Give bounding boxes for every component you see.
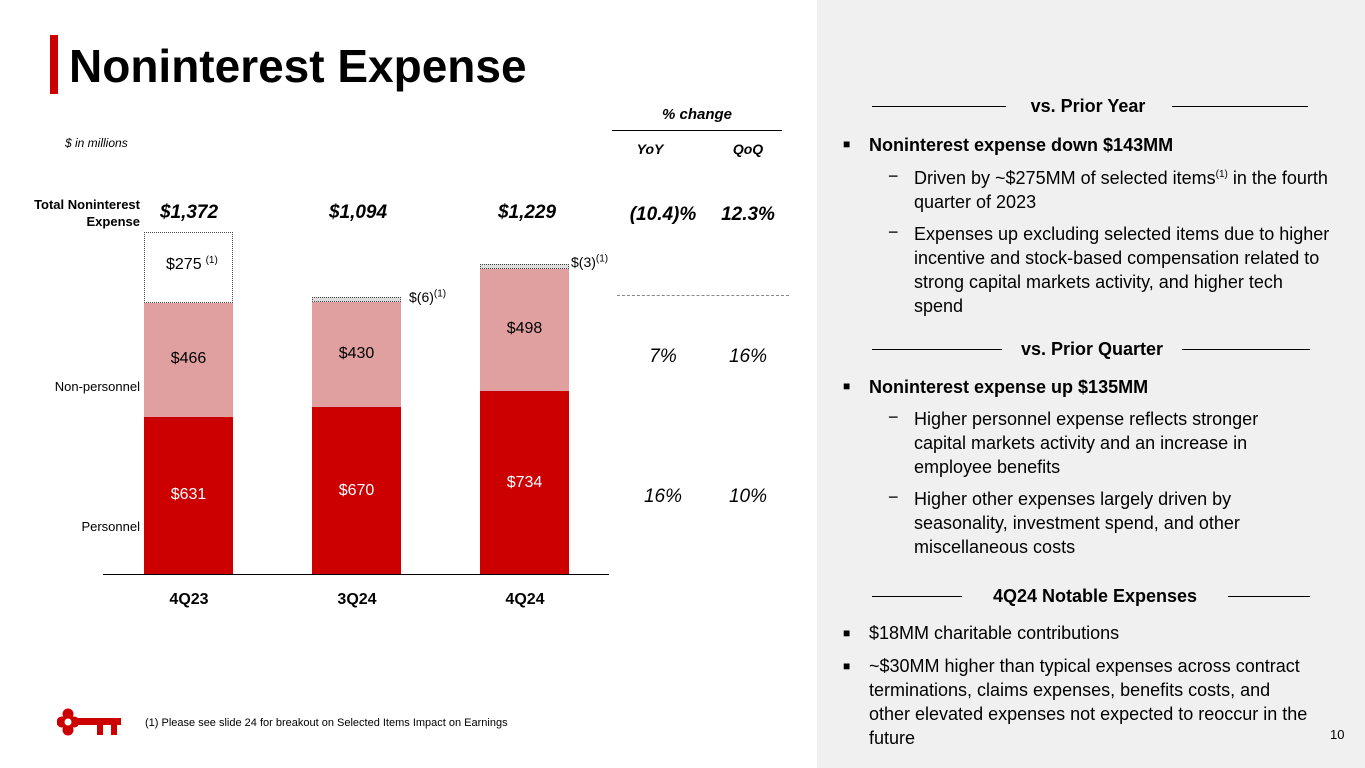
total-row-label: Total Noninterest Expense (34, 197, 140, 229)
non-personnel-yoy: 7% (649, 346, 677, 367)
bar-label-personnel-3q24: $670 (338, 481, 375, 499)
dash-icon: − (888, 487, 899, 507)
prior-year-sub2: Expenses up excluding selected items due… (914, 224, 1330, 316)
bar-label-non-personnel-4q24: $498 (506, 320, 543, 338)
qoq-header: QoQ (732, 141, 764, 157)
category-4q23: 4Q23 (169, 591, 209, 608)
yoy-header: YoY (636, 141, 664, 157)
notable-rule-left (872, 596, 962, 597)
total-qoq: 12.3% (721, 204, 775, 225)
prior-year-bullet: Noninterest expense down $143MM (869, 135, 1174, 155)
total-4q24: $1,229 (497, 202, 557, 223)
bar-label-selected-4q24: $(3)(1) (571, 253, 609, 270)
footnote-marker: (1) (205, 255, 218, 267)
prior-quarter-sub1: Higher personnel expense reflects strong… (914, 409, 1259, 477)
category-4q24: 4Q24 (505, 591, 545, 608)
prior-year-header: vs. Prior Year (1030, 96, 1146, 116)
page-number: 10 (1330, 727, 1345, 742)
key-logo (56, 707, 123, 737)
bar-label-personnel-4q23: $631 (170, 486, 207, 504)
bar-non-personnel-4q24 (480, 267, 569, 392)
right-panel (817, 0, 1365, 768)
bar-selected-4q23 (144, 232, 233, 303)
notable-bullet-2: ~$30MM higher than typical expenses acro… (869, 656, 1308, 748)
footnote: (1) Please see slide 24 for breakout on … (145, 717, 508, 729)
page-title: Noninterest Expense (69, 40, 527, 92)
prior-quarter-header: vs. Prior Quarter (1020, 339, 1164, 359)
pct-change-header: % change (661, 106, 733, 123)
bar-non-personnel-3q24 (312, 300, 401, 408)
prior-quarter-bullet: Noninterest expense up $135MM (869, 377, 1149, 397)
personnel-qoq: 10% (728, 486, 768, 507)
bar-label-selected-3q24: $(6)(1) (409, 287, 447, 305)
prior-quarter-sub2: Higher other expenses largely driven by … (914, 489, 1240, 557)
total-4q23: $1,372 (159, 202, 219, 223)
footnote-marker: (1) (595, 253, 609, 265)
prior-year-rule-right (1172, 106, 1308, 107)
bar-selected-3q24 (312, 296, 401, 302)
bar-personnel-4q23 (144, 416, 233, 574)
notable-rule-right (1228, 596, 1310, 597)
bar-label-non-personnel-3q24: $430 (338, 344, 375, 362)
dash-icon: − (888, 166, 899, 186)
prior-year-rule-left (872, 106, 1006, 107)
non-personnel-qoq: 16% (728, 346, 768, 367)
notable-bullet-1: $18MM charitable contributions (869, 623, 1120, 643)
bullet-icon: ■ (843, 659, 851, 673)
bar-personnel-4q24 (480, 391, 569, 574)
notable-header: 4Q24 Notable Expenses (992, 586, 1198, 606)
prior-year-sub1: Driven by ~$275MM of selected items(1) i… (914, 168, 1328, 212)
personnel-row-label: Personnel (81, 519, 140, 534)
bullet-icon: ■ (843, 379, 851, 393)
bar-label-personnel-4q24: $734 (506, 473, 543, 491)
bar-label-non-personnel-4q23: $466 (170, 349, 207, 367)
dash-icon: − (888, 222, 899, 242)
footnote-marker: (1) (433, 287, 447, 299)
prior-quarter-rule-right (1182, 349, 1310, 350)
prior-quarter-rule-left (872, 349, 1002, 350)
dash-icon: − (888, 407, 899, 427)
pct-change-underline (612, 130, 782, 131)
selected-items-separator (617, 295, 789, 296)
bar-personnel-3q24 (312, 407, 401, 574)
total-3q24: $1,094 (328, 202, 388, 223)
bar-chart: $631 $466 $275 (1) $670 $430 $(6)(1) $734 $498 $(… (144, 232, 609, 574)
bullet-icon: ■ (843, 626, 851, 640)
total-yoy: (10.4)% (629, 204, 697, 225)
bar-non-personnel-4q23 (144, 300, 233, 417)
non-personnel-row-label: Non-personnel (54, 379, 140, 394)
x-axis (103, 574, 609, 575)
personnel-yoy: 16% (643, 486, 683, 507)
title-accent-bar (50, 35, 58, 94)
units-note: $ in millions (65, 136, 128, 150)
bullet-icon: ■ (843, 137, 851, 151)
bar-label-selected-4q23: $275 (1) (166, 255, 218, 274)
bar-selected-4q24 (480, 263, 569, 269)
category-3q24: 3Q24 (337, 591, 377, 608)
